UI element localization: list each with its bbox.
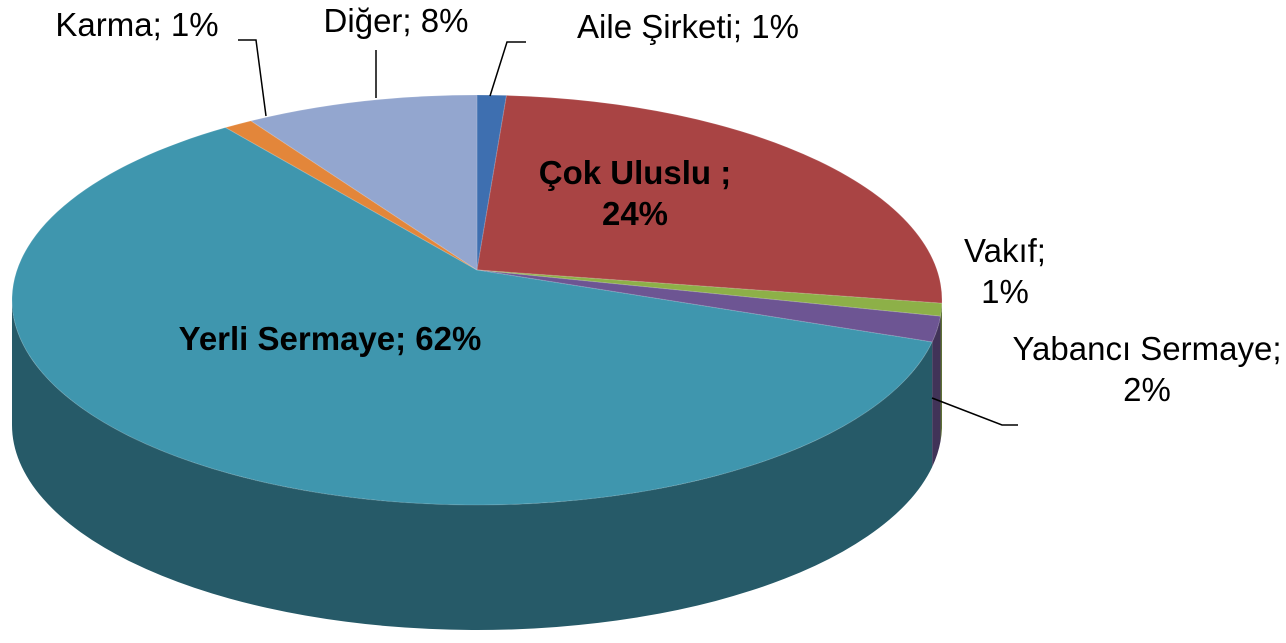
pie-slice: [476, 269, 943, 317]
label-category: Çok Uluslu ;: [538, 154, 732, 191]
label-value: 1%: [170, 6, 219, 43]
label-category: Yabancı Sermaye;: [1012, 330, 1282, 367]
label-value: 1%: [751, 8, 799, 45]
data-label: Çok Uluslu ; 24%: [505, 152, 765, 235]
label-category: Karma;: [55, 6, 162, 43]
label-value: 2%: [1123, 371, 1171, 409]
pie-slice: [476, 94, 508, 271]
pie-tops: [11, 94, 943, 506]
pie-slice: [476, 94, 943, 304]
label-value: 8%: [420, 2, 469, 39]
pie-side: [940, 303, 942, 442]
leader-line: [489, 41, 526, 97]
pie-slice: [224, 120, 478, 271]
label-category: Yerli Sermaye;: [178, 320, 407, 357]
data-label: Karma; 1%: [22, 4, 252, 45]
label-value: 24%: [601, 195, 669, 233]
leader-line: [238, 39, 267, 117]
leader-line: [931, 397, 1018, 426]
pie-side: [12, 300, 933, 631]
data-label: Yerli Sermaye; 62%: [160, 318, 500, 359]
pie-slice: [11, 127, 933, 506]
pie-slice: [249, 94, 478, 271]
data-label: Diğer; 8%: [296, 0, 496, 41]
pie-sides: [12, 300, 942, 631]
data-label: Vakıf; 1%: [950, 230, 1060, 313]
pie-side: [932, 316, 941, 467]
data-label: Yabancı Sermaye; 2%: [1012, 328, 1282, 411]
data-label: Aile Şirketi; 1%: [528, 6, 848, 47]
label-value: 1%: [981, 273, 1029, 311]
label-category: Vakıf;: [964, 232, 1046, 269]
label-value: 62%: [415, 320, 482, 357]
pie-slice: [476, 269, 942, 343]
label-category: Diğer;: [323, 2, 412, 39]
label-category: Aile Şirketi;: [577, 8, 743, 45]
leader-lines: [238, 39, 1018, 426]
